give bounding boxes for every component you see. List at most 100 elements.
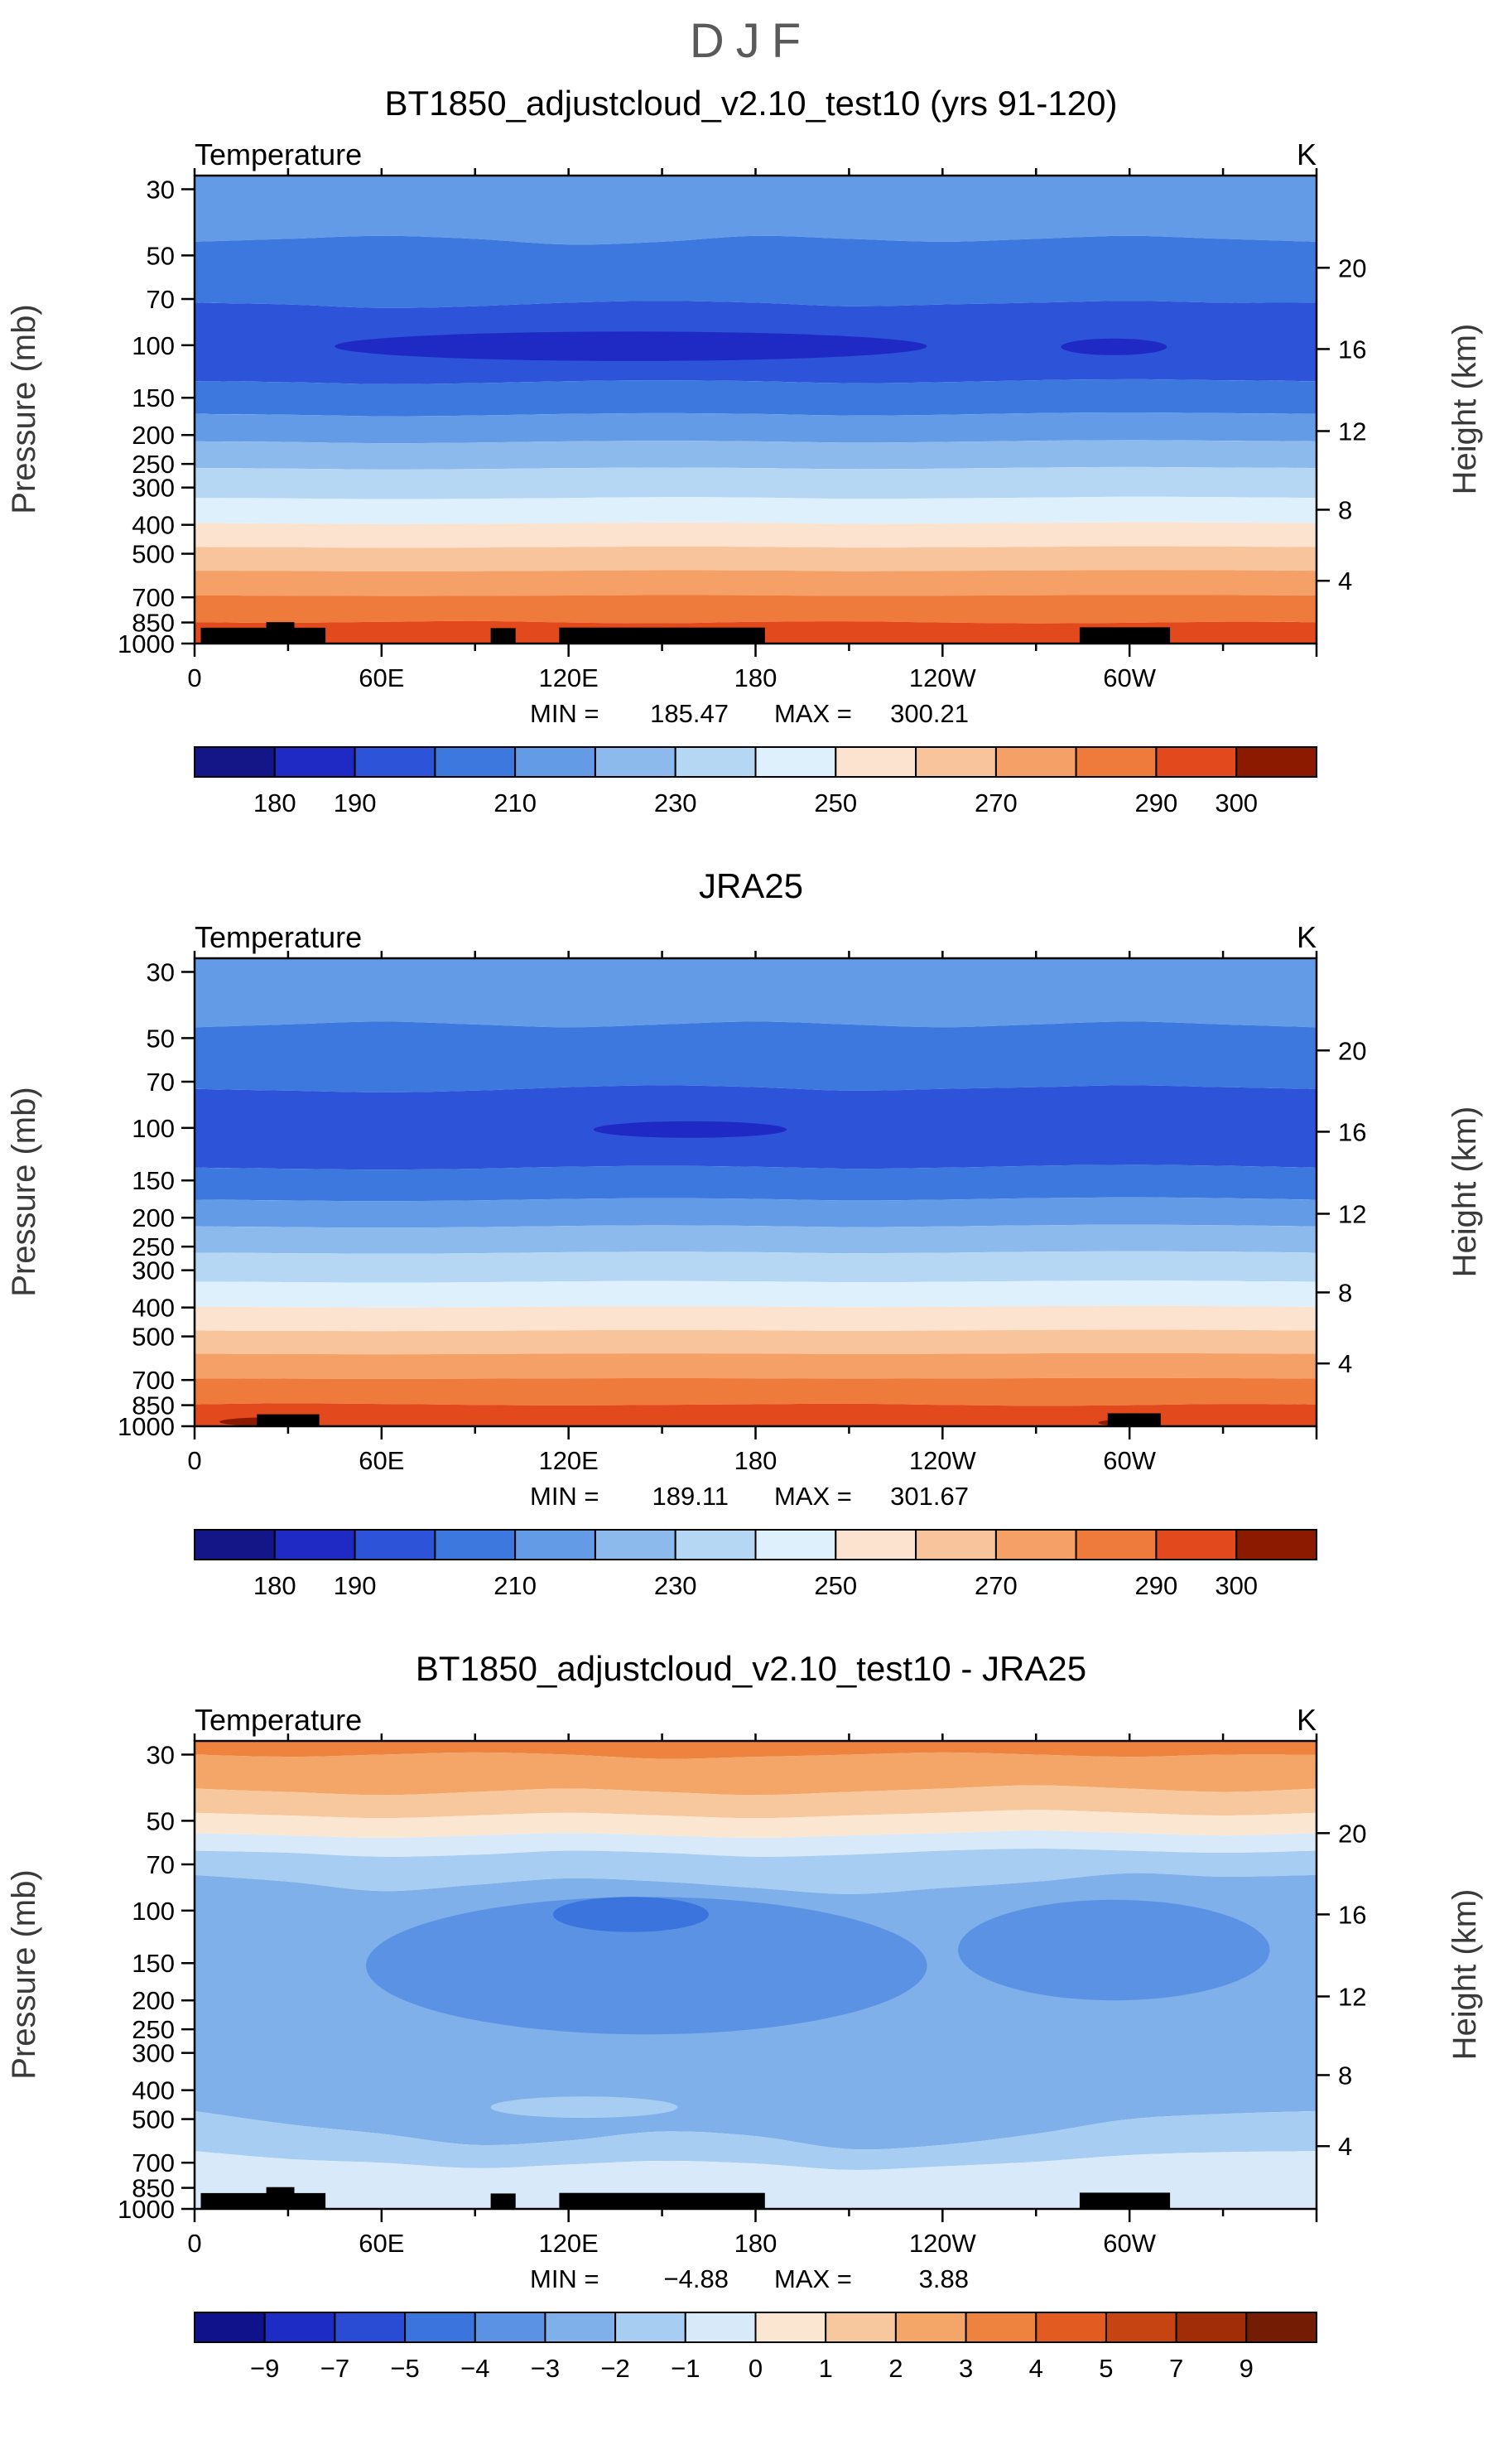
colorbar-box [754, 2312, 827, 2343]
colorbar-box [594, 1529, 676, 1560]
topography-mask [1107, 1413, 1161, 1426]
topography-mask [490, 628, 516, 644]
pressure-tick-label: 400 [132, 2076, 175, 2105]
stats-max-value: 300.21 [890, 699, 969, 728]
pressure-tick-label: 100 [132, 1897, 175, 1926]
colorbar-label: 180 [253, 788, 296, 817]
colorbar-box [1175, 2312, 1248, 2343]
panel-difference: BT1850_adjustcloud_v2.10_test10 - JRA25 … [0, 1637, 1502, 2420]
colorbar-box [1155, 1529, 1238, 1560]
colorbar-box [594, 746, 676, 778]
contour-field [195, 958, 1317, 1426]
topography-mask [266, 2187, 295, 2209]
colorbar-box [354, 746, 436, 778]
colorbar-label: 230 [654, 1571, 697, 1600]
y2-axis-title-height: Height (km) [1447, 1889, 1483, 2061]
contour-lens [335, 331, 927, 361]
lon-tick-label: 120W [909, 2229, 977, 2258]
height-tick-label: 20 [1338, 1819, 1366, 1848]
contour-band [195, 1251, 1317, 1283]
colorbar-label: −1 [671, 2354, 700, 2383]
pressure-tick-label: 50 [147, 1024, 175, 1053]
height-tick-label: 16 [1338, 1900, 1366, 1929]
colorbar-box [894, 2312, 967, 2343]
colorbar-box [965, 2312, 1037, 2343]
colorbar-box [514, 1529, 596, 1560]
stats-max-label: MAX = [774, 699, 852, 728]
colorbar-label: −7 [320, 2354, 349, 2383]
colorbar-label: 0 [749, 2354, 763, 2383]
lon-tick-label: 0 [187, 1446, 201, 1475]
colorbar-label: 180 [253, 1571, 296, 1600]
pressure-tick-label: 250 [132, 2015, 175, 2044]
stats-max-label: MAX = [774, 2264, 852, 2293]
colorbar-box [1075, 746, 1158, 778]
colorbar-box [835, 1529, 917, 1560]
stats-min-label: MIN = [530, 1482, 599, 1511]
pressure-tick-label: 300 [132, 474, 175, 503]
colorbar-label: 190 [334, 788, 377, 817]
pressure-tick-label: 200 [132, 421, 175, 450]
pressure-tick-label: 500 [132, 2105, 175, 2134]
contour-lens [366, 1897, 927, 2035]
colorbar-box [194, 746, 276, 778]
lon-tick-label: 60W [1103, 663, 1156, 692]
height-tick-label: 4 [1338, 1349, 1352, 1378]
colorbar-label: 270 [975, 1571, 1018, 1600]
stats-max-value: 3.88 [919, 2264, 969, 2293]
pressure-tick-label: 150 [132, 383, 175, 412]
colorbar-box [915, 1529, 997, 1560]
colorbar-box [194, 2312, 266, 2343]
pressure-tick-label: 700 [132, 1366, 175, 1395]
contour-band [195, 496, 1317, 524]
contour-band [195, 1752, 1317, 1796]
pressure-tick-label: 1000 [118, 2195, 175, 2224]
y2-axis-title-height: Height (km) [1447, 324, 1483, 495]
lon-tick-label: 60E [359, 663, 404, 692]
colorbar-box [684, 2312, 757, 2343]
lon-tick-label: 60W [1103, 1446, 1156, 1475]
contour-band [195, 440, 1317, 470]
figure-title: DJF [689, 14, 813, 68]
colorbar-box [614, 2312, 686, 2343]
topography-mask [200, 627, 326, 644]
pressure-tick-label: 700 [132, 583, 175, 612]
pressure-tick-label: 50 [147, 241, 175, 270]
colorbar-box [434, 1529, 517, 1560]
pressure-tick-label: 100 [132, 1114, 175, 1143]
colorbar-label: 3 [959, 2354, 973, 2383]
contour-band [195, 466, 1317, 499]
colorbar-label: 9 [1240, 2354, 1254, 2383]
pressure-tick-label: 250 [132, 450, 175, 479]
y-axis-title-pressure: Pressure (mb) [6, 304, 42, 514]
model-cross-section-plot: BT1850_adjustcloud_v2.10_test10 (yrs 91-… [6, 84, 1483, 817]
contour-band [195, 2110, 1317, 2170]
contour-band [195, 1403, 1317, 1426]
height-tick-label: 16 [1338, 1117, 1366, 1146]
colorbar-box [1075, 1529, 1158, 1560]
y-axis-title-pressure: Pressure (mb) [6, 1087, 42, 1296]
lon-tick-label: 120W [909, 1446, 977, 1475]
colorbar-label: 7 [1169, 2354, 1183, 2383]
topography-mask [257, 1414, 320, 1426]
height-tick-label: 16 [1338, 335, 1366, 364]
topography-mask [266, 622, 295, 644]
panel-jra25: JRA25 Temperature K Pressure (mb) Height… [0, 855, 1502, 1637]
subtitle-temperature: Temperature [195, 1703, 362, 1737]
colorbar-label: 250 [814, 1571, 857, 1600]
colorbar-box [1245, 2312, 1318, 2343]
pressure-tick-label: 1000 [118, 1412, 175, 1441]
colorbar-label: 300 [1215, 788, 1258, 817]
colorbar-box [1155, 746, 1238, 778]
contour-band [195, 958, 1317, 1028]
contour-band [195, 235, 1317, 308]
contour-band [195, 1197, 1317, 1228]
stats-max-value: 301.67 [890, 1482, 969, 1511]
colorbar-box [273, 1529, 356, 1560]
pressure-tick-label: 200 [132, 1986, 175, 2015]
stats-min-label: MIN = [530, 2264, 599, 2293]
colorbar-box [263, 2312, 336, 2343]
height-tick-label: 4 [1338, 2132, 1352, 2161]
height-tick-label: 20 [1338, 253, 1366, 282]
colorbar-label: 210 [493, 1571, 537, 1600]
